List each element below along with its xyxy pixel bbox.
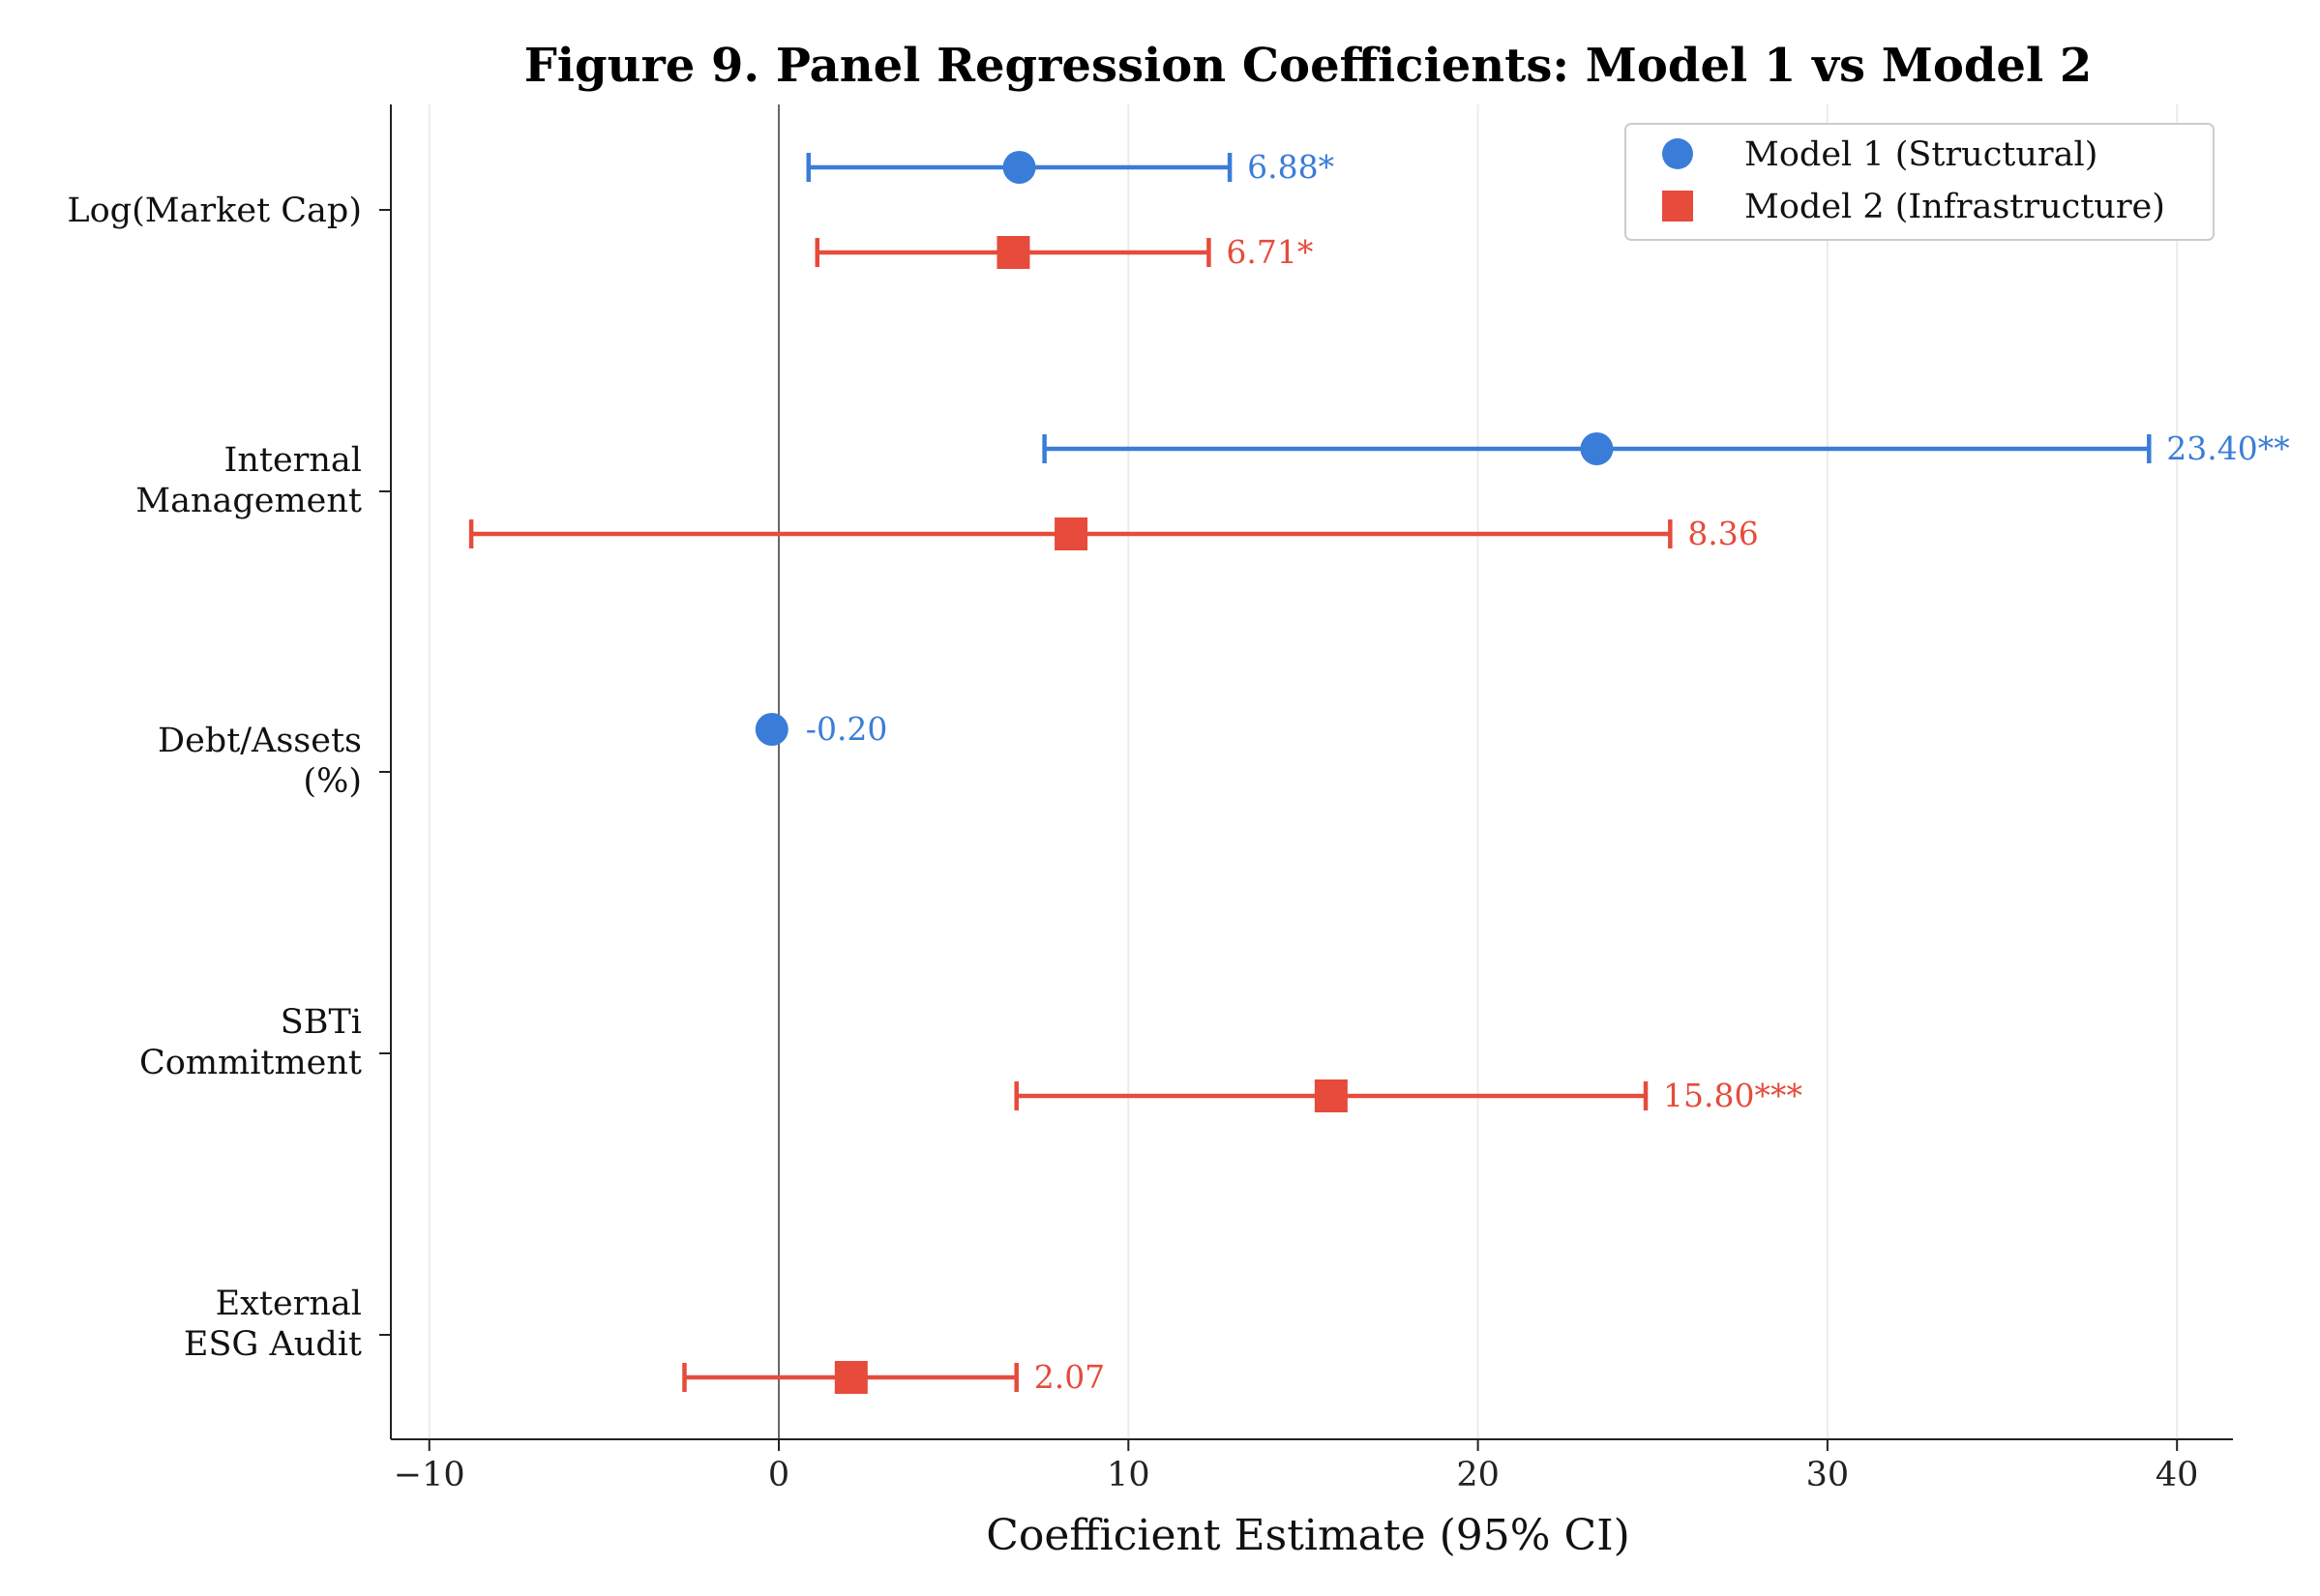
y-category-label: SBTi — [281, 1003, 362, 1042]
legend-box — [1624, 123, 2215, 241]
x-tick-label: 40 — [2156, 1456, 2199, 1494]
data-label: 2.07 — [1034, 1358, 1105, 1396]
data-label: -0.20 — [806, 710, 888, 748]
data-label: 15.80*** — [1663, 1077, 1802, 1114]
y-category-label: ESG Audit — [184, 1325, 362, 1364]
x-tick-label: 0 — [768, 1456, 789, 1494]
estimate-point — [1314, 1079, 1348, 1112]
x-axis-label: Coefficient Estimate (95% CI) — [986, 1511, 1630, 1560]
legend-marker-circle — [1662, 138, 1693, 169]
estimate-point — [834, 1361, 868, 1394]
x-tick-label: 20 — [1456, 1456, 1500, 1494]
estimate-point — [1002, 151, 1036, 184]
legend: Model 1 (Structural) Model 2 (Infrastruct… — [1624, 123, 2215, 241]
estimate-point — [996, 236, 1030, 269]
data-label: 6.71* — [1226, 233, 1313, 271]
data-label: 8.36 — [1687, 515, 1758, 552]
y-category-label: Internal — [224, 441, 362, 480]
estimate-point — [1580, 432, 1614, 465]
x-tick-label: −10 — [394, 1456, 465, 1494]
estimate-point — [755, 713, 788, 746]
y-category-label: Management — [135, 482, 362, 520]
y-category-label: Log(Market Cap) — [67, 192, 362, 230]
legend-label: Model 2 (Infrastructure) — [1744, 188, 2165, 226]
y-category-label: Commitment — [139, 1044, 362, 1082]
chart-title: Figure 9. Panel Regression Coefficients:… — [524, 39, 2093, 93]
y-category-label: (%) — [303, 762, 362, 801]
data-label: 23.40** — [2166, 429, 2289, 467]
y-category-label: Debt/Assets — [158, 722, 362, 760]
y-category-label: External — [216, 1285, 362, 1323]
estimate-point — [1055, 517, 1088, 550]
legend-marker-square — [1662, 191, 1693, 222]
data-marks: 6.88* 23.40** -0.20 6.71* 8.36 15.80*** 2.07 — [468, 148, 2290, 1396]
x-tick-label: 10 — [1107, 1456, 1150, 1494]
legend-label: Model 1 (Structural) — [1744, 135, 2097, 174]
x-tick-label: 30 — [1806, 1456, 1850, 1494]
data-label: 6.88* — [1247, 148, 1334, 186]
grid-lines — [428, 104, 2179, 1439]
axes: −10 0 10 20 30 40 Log(Market Cap) InternalManag… — [67, 104, 2233, 1494]
